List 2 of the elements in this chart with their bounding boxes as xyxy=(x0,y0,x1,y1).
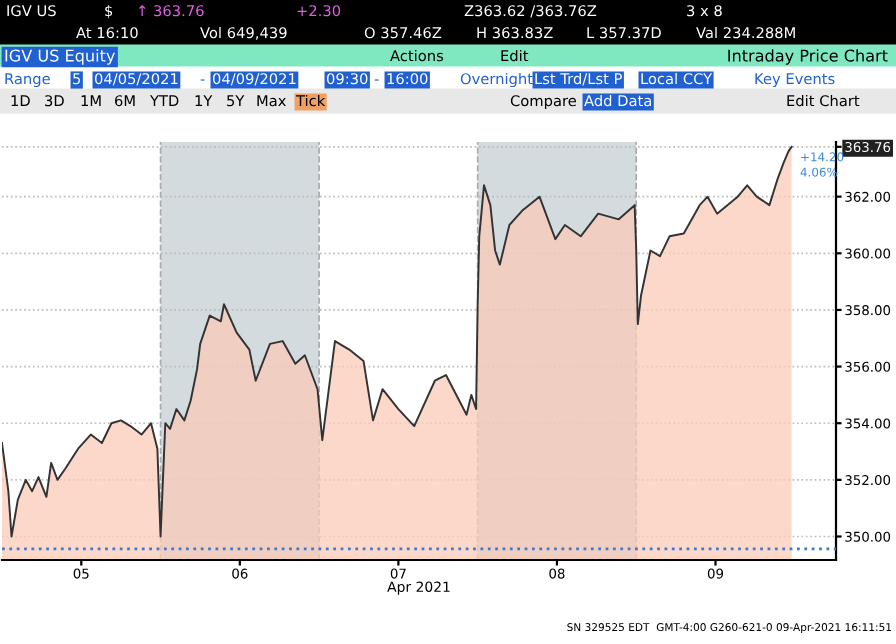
chart-subtitle: Intraday Price Chart xyxy=(728,49,888,65)
chart-title: IGV US Equity xyxy=(5,49,115,65)
